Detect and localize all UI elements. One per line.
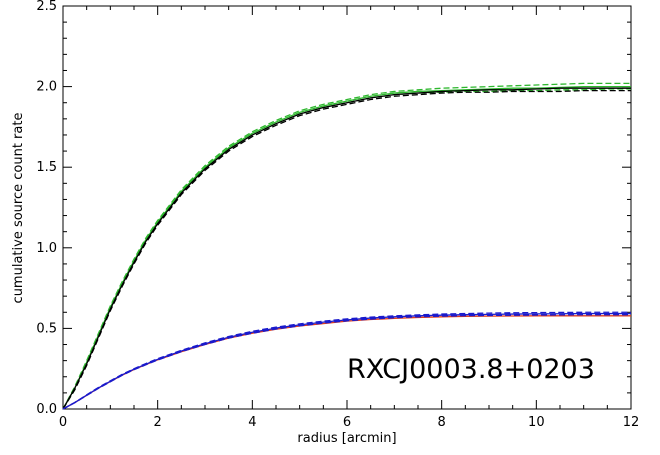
series-line-8 bbox=[62, 311, 631, 410]
x-tick-label: 6 bbox=[343, 415, 351, 430]
series-layer bbox=[62, 82, 631, 410]
axis-ticks bbox=[62, 5, 632, 410]
series-line-1 bbox=[62, 85, 631, 410]
y-tick-label: 1.5 bbox=[36, 160, 57, 175]
x-tick-label: 4 bbox=[248, 415, 256, 430]
x-tick-label: 12 bbox=[623, 415, 640, 430]
series-line-4 bbox=[62, 87, 631, 410]
y-tick-label: 0.0 bbox=[36, 402, 57, 417]
series-line-2 bbox=[62, 82, 631, 410]
tick-labels: 0 2 4 6 8 10 12 0.0 0.5 1.0 1.5 2.0 2.5 bbox=[36, 0, 639, 430]
series-line-9 bbox=[62, 314, 631, 410]
x-tick-label: 0 bbox=[59, 415, 67, 430]
source-name-annotation: RXCJ0003.8+0203 bbox=[347, 354, 595, 385]
y-axis-label: cumulative source count rate bbox=[11, 113, 26, 304]
plot-frame bbox=[62, 5, 632, 410]
y-tick-label: 1.0 bbox=[36, 241, 57, 256]
y-tick-label: 0.5 bbox=[36, 321, 57, 336]
series-line-5 bbox=[62, 89, 631, 410]
y-tick-label: 2.5 bbox=[36, 0, 57, 14]
y-tick-label: 2.0 bbox=[36, 80, 57, 95]
x-tick-label: 8 bbox=[438, 415, 446, 430]
x-tick-label: 2 bbox=[154, 415, 162, 430]
x-tick-label: 10 bbox=[528, 415, 545, 430]
x-axis-label: radius [arcmin] bbox=[297, 431, 396, 446]
